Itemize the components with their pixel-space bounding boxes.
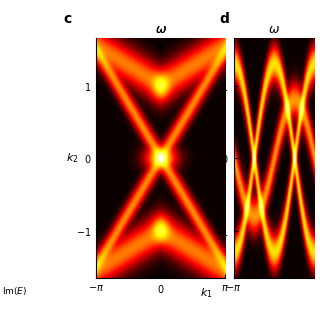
Text: $\omega$: $\omega$ bbox=[155, 23, 166, 36]
Text: $\mathbf{d}$: $\mathbf{d}$ bbox=[219, 12, 229, 26]
Text: $\omega$: $\omega$ bbox=[268, 23, 279, 36]
Text: $\mathrm{Im}(E)$: $\mathrm{Im}(E)$ bbox=[2, 285, 27, 297]
Text: $\omega$: $\omega$ bbox=[155, 23, 166, 36]
Text: $k_2$: $k_2$ bbox=[67, 151, 79, 165]
Text: $\mathbf{c}$: $\mathbf{c}$ bbox=[63, 12, 72, 26]
Text: $k_1$: $k_1$ bbox=[200, 286, 213, 300]
